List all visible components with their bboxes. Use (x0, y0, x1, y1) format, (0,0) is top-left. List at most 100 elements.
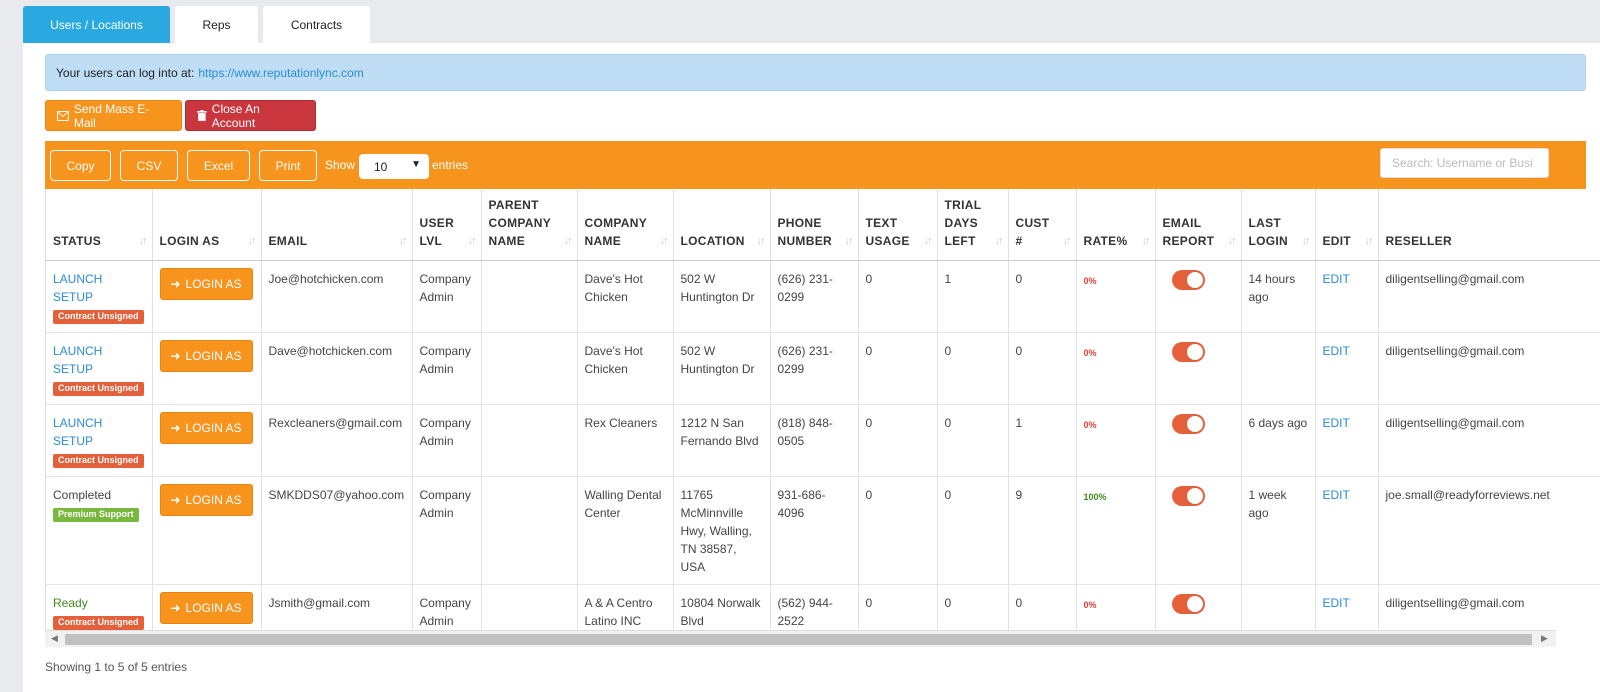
csv-button[interactable]: CSV (120, 150, 178, 181)
email-cell: Dave@hotchicken.com (261, 332, 413, 405)
send-mass-email-button[interactable]: Send Mass E-Mail (45, 100, 182, 131)
email-report-cell (1155, 404, 1242, 477)
email-report-toggle[interactable] (1171, 269, 1205, 290)
col-cust[interactable]: CUST # ↓↑ (1008, 189, 1077, 261)
rate-value: 0% (1083, 419, 1097, 430)
excel-button[interactable]: Excel (187, 150, 250, 181)
cust-cell: 9 (1008, 476, 1077, 585)
close-account-button[interactable]: Close An Account (185, 100, 316, 131)
col-last-login[interactable]: LAST LOGIN ↓↑ (1241, 189, 1316, 261)
rate-cell: 0% (1076, 584, 1156, 630)
email-report-toggle[interactable] (1171, 593, 1205, 614)
col-reseller[interactable]: RESELLER (1378, 189, 1600, 261)
launch-setup-link[interactable]: LAUNCH SETUP (53, 343, 103, 376)
sort-icon: ↓↑ (923, 234, 933, 247)
sort-icon: ↓↑ (659, 234, 669, 247)
phone-cell: (818) 848-0505 (770, 404, 859, 477)
col-user-lvl[interactable]: USER LVL ↓↑ (412, 189, 482, 261)
user-lvl-cell: Company Admin (412, 260, 482, 333)
edit-link[interactable]: EDIT (1322, 595, 1350, 610)
search-input[interactable]: Search: Username or Busi (1380, 148, 1549, 178)
scrollbar-thumb[interactable] (65, 634, 1532, 645)
login-url-link[interactable]: https://www.reputationlync.com (198, 65, 364, 80)
horizontal-scrollbar[interactable]: ◀ ▶ (45, 630, 1556, 647)
trial-days-cell: 0 (937, 584, 1009, 630)
toggle-knob (1186, 487, 1203, 504)
location-cell: 10804 Norwalk Blvd (673, 584, 771, 630)
sort-icon: ↓↑ (1141, 234, 1151, 247)
scroll-right-icon[interactable]: ▶ (1541, 633, 1548, 643)
phone-cell: 931-686-4096 (770, 476, 859, 585)
col-location[interactable]: LOCATION ↓↑ (673, 189, 771, 261)
reseller-cell: diligentselling@gmail.com (1378, 260, 1600, 333)
col-edit[interactable]: EDIT ↓↑ (1315, 189, 1379, 261)
sort-icon: ↓↑ (844, 234, 854, 247)
reseller-cell: diligentselling@gmail.com (1378, 332, 1600, 405)
sign-in-icon: ➜ (170, 600, 181, 615)
launch-setup-link[interactable]: LAUNCH SETUP (53, 415, 103, 448)
col-phone[interactable]: PHONE NUMBER ↓↑ (770, 189, 859, 261)
phone-cell: (626) 231-0299 (770, 260, 859, 333)
edit-link[interactable]: EDIT (1322, 487, 1350, 502)
page-length-select[interactable]: 10 ▼ (359, 154, 429, 179)
login-as-button[interactable]: ➜ LOGIN AS (159, 411, 253, 444)
status-badge: Contract Unsigned (53, 381, 144, 396)
copy-button[interactable]: Copy (50, 150, 111, 181)
print-button[interactable]: Print (259, 150, 317, 181)
company-name-cell: Dave's Hot Chicken (577, 260, 674, 333)
tab-users-locations[interactable]: Users / Locations (23, 6, 170, 43)
email-report-toggle[interactable] (1171, 413, 1205, 434)
status-badge: Contract Unsigned (53, 615, 144, 630)
sort-icon: ↓↑ (756, 234, 766, 247)
tab-contracts[interactable]: Contracts (263, 6, 370, 43)
edit-cell: EDIT (1315, 404, 1379, 477)
parent-company-cell (481, 476, 578, 585)
page-length-value: 10 (374, 159, 388, 174)
launch-setup-link[interactable]: LAUNCH SETUP (53, 271, 103, 304)
sort-icon: ↓↑ (1227, 234, 1237, 247)
login-as-button[interactable]: ➜ LOGIN AS (159, 483, 253, 516)
col-status[interactable]: STATUS ↓↑ (46, 189, 153, 261)
trial-days-cell: 0 (937, 404, 1009, 477)
last-login-cell: 6 days ago (1241, 404, 1316, 477)
col-login-as[interactable]: LOGIN AS ↓↑ (152, 189, 262, 261)
edit-link[interactable]: EDIT (1322, 343, 1350, 358)
tab-reps[interactable]: Reps (175, 6, 258, 43)
email-report-cell (1155, 332, 1242, 405)
user-lvl-cell: Company Admin (412, 584, 482, 630)
rate-cell: 0% (1076, 260, 1156, 333)
email-report-toggle[interactable] (1171, 485, 1205, 506)
col-text-usage[interactable]: TEXT USAGE ↓↑ (858, 189, 938, 261)
login-info-alert: Your users can log into at: https://www.… (45, 54, 1586, 91)
login-as-button[interactable]: ➜ LOGIN AS (159, 339, 253, 372)
login-as-button[interactable]: ➜ LOGIN AS (159, 267, 253, 300)
scroll-left-icon[interactable]: ◀ (51, 633, 58, 643)
sort-icon: ↓↑ (1062, 234, 1072, 247)
rate-value: 0% (1083, 347, 1097, 358)
envelope-icon (57, 110, 69, 121)
col-rate[interactable]: RATE% ↓↑ (1076, 189, 1156, 261)
company-name-cell: A & A Centro Latino INC (577, 584, 674, 630)
col-company-name[interactable]: COMPANY NAME ↓↑ (577, 189, 674, 261)
show-label: Show (325, 158, 356, 172)
main-panel: Your users can log into at: https://www.… (23, 43, 1600, 692)
edit-cell: EDIT (1315, 332, 1379, 405)
status-cell: Completed Premium Support (46, 476, 153, 585)
edit-link[interactable]: EDIT (1322, 415, 1350, 430)
email-report-toggle[interactable] (1171, 341, 1205, 362)
rate-value: 0% (1083, 599, 1097, 610)
user-lvl-cell: Company Admin (412, 332, 482, 405)
rate-cell: 0% (1076, 332, 1156, 405)
col-trial-days[interactable]: TRIAL DAYS LEFT ↓↑ (937, 189, 1009, 261)
sort-icon: ↓↑ (1301, 234, 1311, 247)
col-email-report[interactable]: EMAIL REPORT ↓↑ (1155, 189, 1242, 261)
col-email[interactable]: EMAIL ↓↑ (261, 189, 413, 261)
cust-cell: 0 (1008, 332, 1077, 405)
email-cell: Jsmith@gmail.com (261, 584, 413, 630)
email-cell: SMKDDS07@yahoo.com (261, 476, 413, 585)
parent-company-cell (481, 260, 578, 333)
company-name-cell: Rex Cleaners (577, 404, 674, 477)
col-parent-company[interactable]: PARENT COMPANY NAME ↓↑ (481, 189, 578, 261)
login-as-button[interactable]: ➜ LOGIN AS (159, 591, 253, 624)
edit-link[interactable]: EDIT (1322, 271, 1350, 286)
